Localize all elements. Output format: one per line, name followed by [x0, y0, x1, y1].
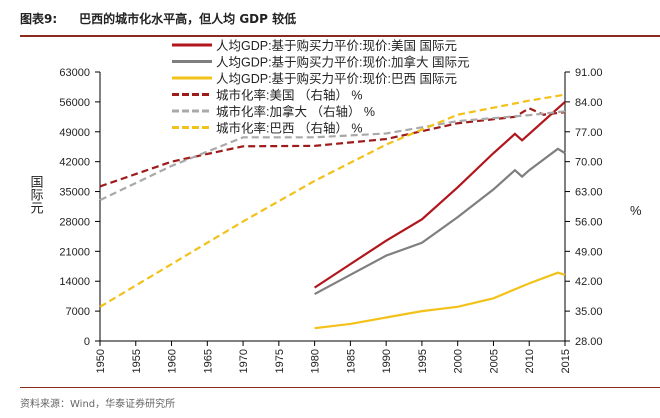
legend-label-2: 人均GDP:基于购买力平价:现价:巴西 国际元 [216, 71, 457, 86]
left-tick-label: 7000 [66, 306, 90, 318]
right-tick-label: 42.00 [575, 276, 603, 288]
x-tick-label: 2010 [524, 349, 536, 373]
left-tick-label: 0 [84, 336, 90, 348]
left-axis-title: 国际元 [29, 175, 44, 215]
source-note: 资料来源：Wind，华泰证券研究所 [20, 399, 176, 410]
right-tick-label: 70.00 [575, 157, 603, 169]
left-tick-label: 49000 [59, 127, 90, 139]
legend-label-1: 人均GDP:基于购买力平价:现价:加拿大 国际元 [216, 55, 469, 70]
x-tick-label: 2005 [488, 349, 500, 373]
left-tick-label: 56000 [59, 97, 90, 109]
left-tick-label: 14000 [59, 276, 90, 288]
left-tick-label: 21000 [59, 246, 90, 258]
top-divider [20, 35, 660, 37]
left-tick-label: 28000 [59, 216, 90, 228]
right-tick-label: 91.00 [575, 67, 603, 79]
x-tick-label: 1995 [417, 349, 429, 373]
figure-title-text: 巴西的城市化水平高，但人均 GDP 较低 [79, 12, 297, 26]
x-tick-label: 1950 [95, 349, 107, 373]
right-tick-label: 63.00 [575, 187, 603, 199]
x-tick-label: 1980 [310, 349, 322, 373]
x-tick-label: 1960 [167, 349, 179, 373]
right-tick-label: 56.00 [575, 216, 603, 228]
right-tick-label: 35.00 [575, 306, 603, 318]
x-tick-label: 1955 [131, 349, 143, 373]
series-line-5 [99, 93, 566, 308]
bottom-divider [20, 387, 660, 388]
x-tick-label: 1985 [345, 349, 357, 373]
series-line-4 [99, 110, 566, 202]
left-tick-label: 42000 [59, 157, 90, 169]
left-tick-label: 63000 [59, 67, 90, 79]
left-tick-label: 35000 [59, 187, 90, 199]
right-tick-label: 84.00 [575, 97, 603, 109]
legend-label-4: 城市化率:加拿大 （右轴） % [216, 104, 375, 119]
right-tick-label: 28.00 [575, 336, 603, 348]
right-tick-label: 49.00 [575, 246, 603, 258]
x-tick-label: 1975 [274, 349, 286, 373]
x-tick-label: 2000 [453, 349, 465, 373]
series-line-3 [99, 107, 566, 188]
figure-label: 图表9: [20, 12, 58, 26]
x-tick-label: 1970 [238, 349, 250, 373]
right-tick-label: 77.00 [575, 127, 603, 139]
x-tick-label: 1965 [202, 349, 214, 373]
series-line-0 [314, 101, 566, 289]
x-tick-label: 1990 [381, 349, 393, 373]
series-line-1 [314, 147, 566, 296]
legend-label-3: 城市化率:美国 （右轴） % [216, 88, 363, 103]
x-tick-label: 2015 [560, 349, 572, 373]
right-axis-title: % [630, 203, 642, 218]
figure-title: 图表9: 巴西的城市化水平高，但人均 GDP 较低 [20, 10, 296, 27]
legend-label-0: 人均GDP:基于购买力平价:现价:美国 国际元 [216, 38, 457, 53]
legend-label-5: 城市化率:巴西 （右轴） % [216, 121, 363, 136]
series-line-2 [314, 271, 566, 330]
